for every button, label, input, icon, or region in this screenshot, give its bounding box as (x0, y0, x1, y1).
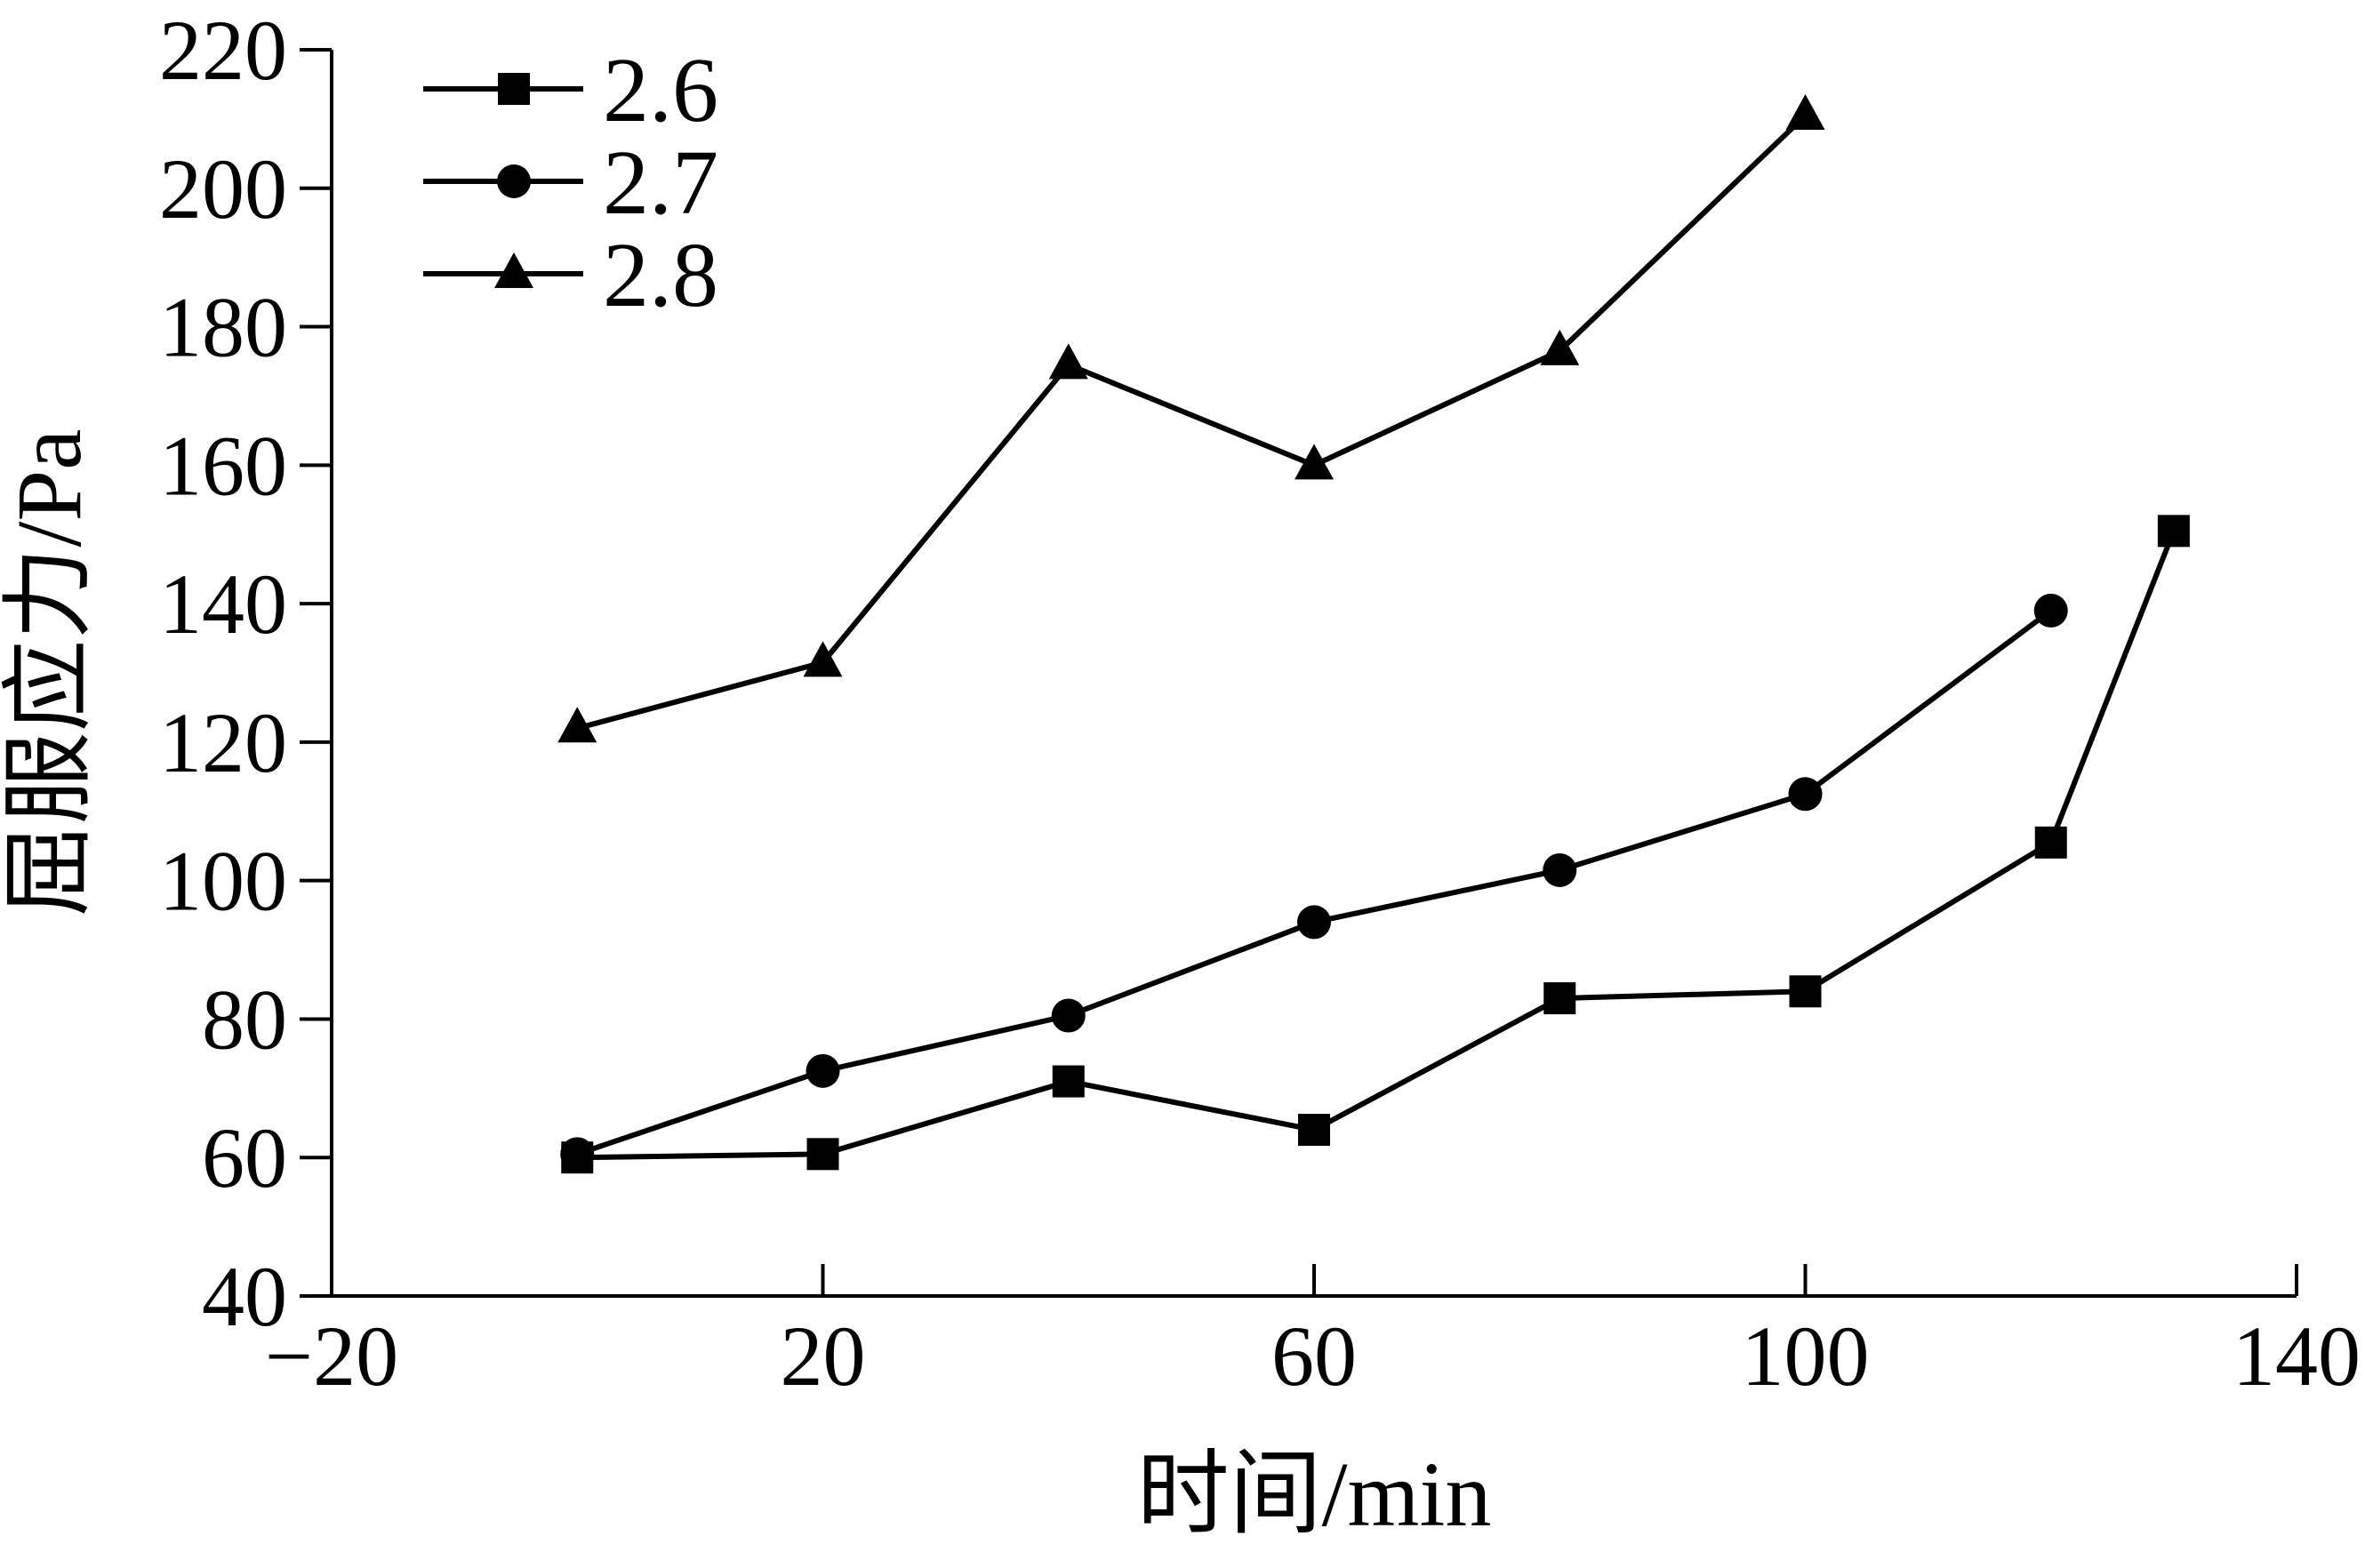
data-point-2.7 (1297, 905, 1331, 940)
x-axis-title: 时间/min (1137, 1444, 1492, 1546)
series-line-2.8 (576, 113, 1808, 732)
y-tick-label: 40 (202, 1249, 287, 1344)
data-point-2.6 (1298, 1114, 1330, 1147)
data-point-2.6 (1789, 975, 1822, 1008)
data-point-2.8 (1295, 444, 1334, 480)
legend: 2.62.72.8 (423, 39, 718, 326)
series-2.8 (557, 93, 1825, 743)
x-tick-label: 60 (1271, 1308, 1357, 1404)
data-point-2.8 (1540, 329, 1580, 365)
series-group (557, 93, 2190, 1174)
data-point-2.6 (1543, 982, 1576, 1015)
legend-marker (498, 73, 530, 105)
data-point-2.7 (806, 1053, 840, 1088)
legend-entry-2.7: 2.7 (423, 132, 718, 234)
y-tick-label: 100 (159, 834, 287, 929)
axes: 40 60 80 100 120 140 160 180 200 220 −20 20 60 100 140 (159, 3, 2361, 1404)
data-point-2.8 (1048, 343, 1088, 380)
y-tick-label: 120 (159, 695, 287, 790)
legend-label: 2.8 (603, 224, 718, 326)
data-point-2.6 (806, 1138, 839, 1171)
data-point-2.7 (2033, 593, 2068, 628)
series-2.7 (560, 593, 2068, 1172)
series-line-2.6 (577, 530, 2177, 1161)
x-tick-label: 140 (2233, 1308, 2361, 1404)
y-tick-label: 80 (202, 972, 287, 1067)
y-tick-label: 180 (159, 280, 287, 375)
x-tick-label: 20 (781, 1308, 866, 1404)
data-point-2.6 (2034, 826, 2067, 859)
y-axis-title: 屈服应力/Pa (0, 429, 100, 917)
data-point-2.7 (1051, 998, 1086, 1033)
y-tick-label: 220 (159, 3, 287, 98)
x-tick-label: −20 (265, 1308, 398, 1404)
data-point-2.8 (557, 707, 597, 743)
data-point-2.6 (1052, 1065, 1085, 1098)
legend-marker (497, 164, 531, 198)
legend-entry-2.8: 2.8 (423, 224, 718, 326)
legend-marker (494, 252, 533, 288)
data-point-2.6 (2157, 515, 2190, 548)
y-tick-label: 60 (202, 1110, 287, 1205)
legend-label: 2.6 (603, 39, 718, 141)
series-line-2.7 (576, 608, 2053, 1157)
data-point-2.8 (1785, 93, 1825, 130)
legend-entry-2.6: 2.6 (423, 39, 718, 141)
y-tick-label: 140 (159, 556, 287, 652)
y-tick-label: 160 (159, 418, 287, 513)
y-tick-label: 200 (159, 141, 287, 236)
data-point-2.7 (1788, 777, 1823, 812)
legend-label: 2.7 (603, 132, 718, 234)
data-point-2.7 (560, 1137, 595, 1172)
data-point-2.8 (803, 641, 843, 677)
data-point-2.7 (1543, 852, 1577, 887)
x-tick-label: 100 (1742, 1308, 1870, 1404)
